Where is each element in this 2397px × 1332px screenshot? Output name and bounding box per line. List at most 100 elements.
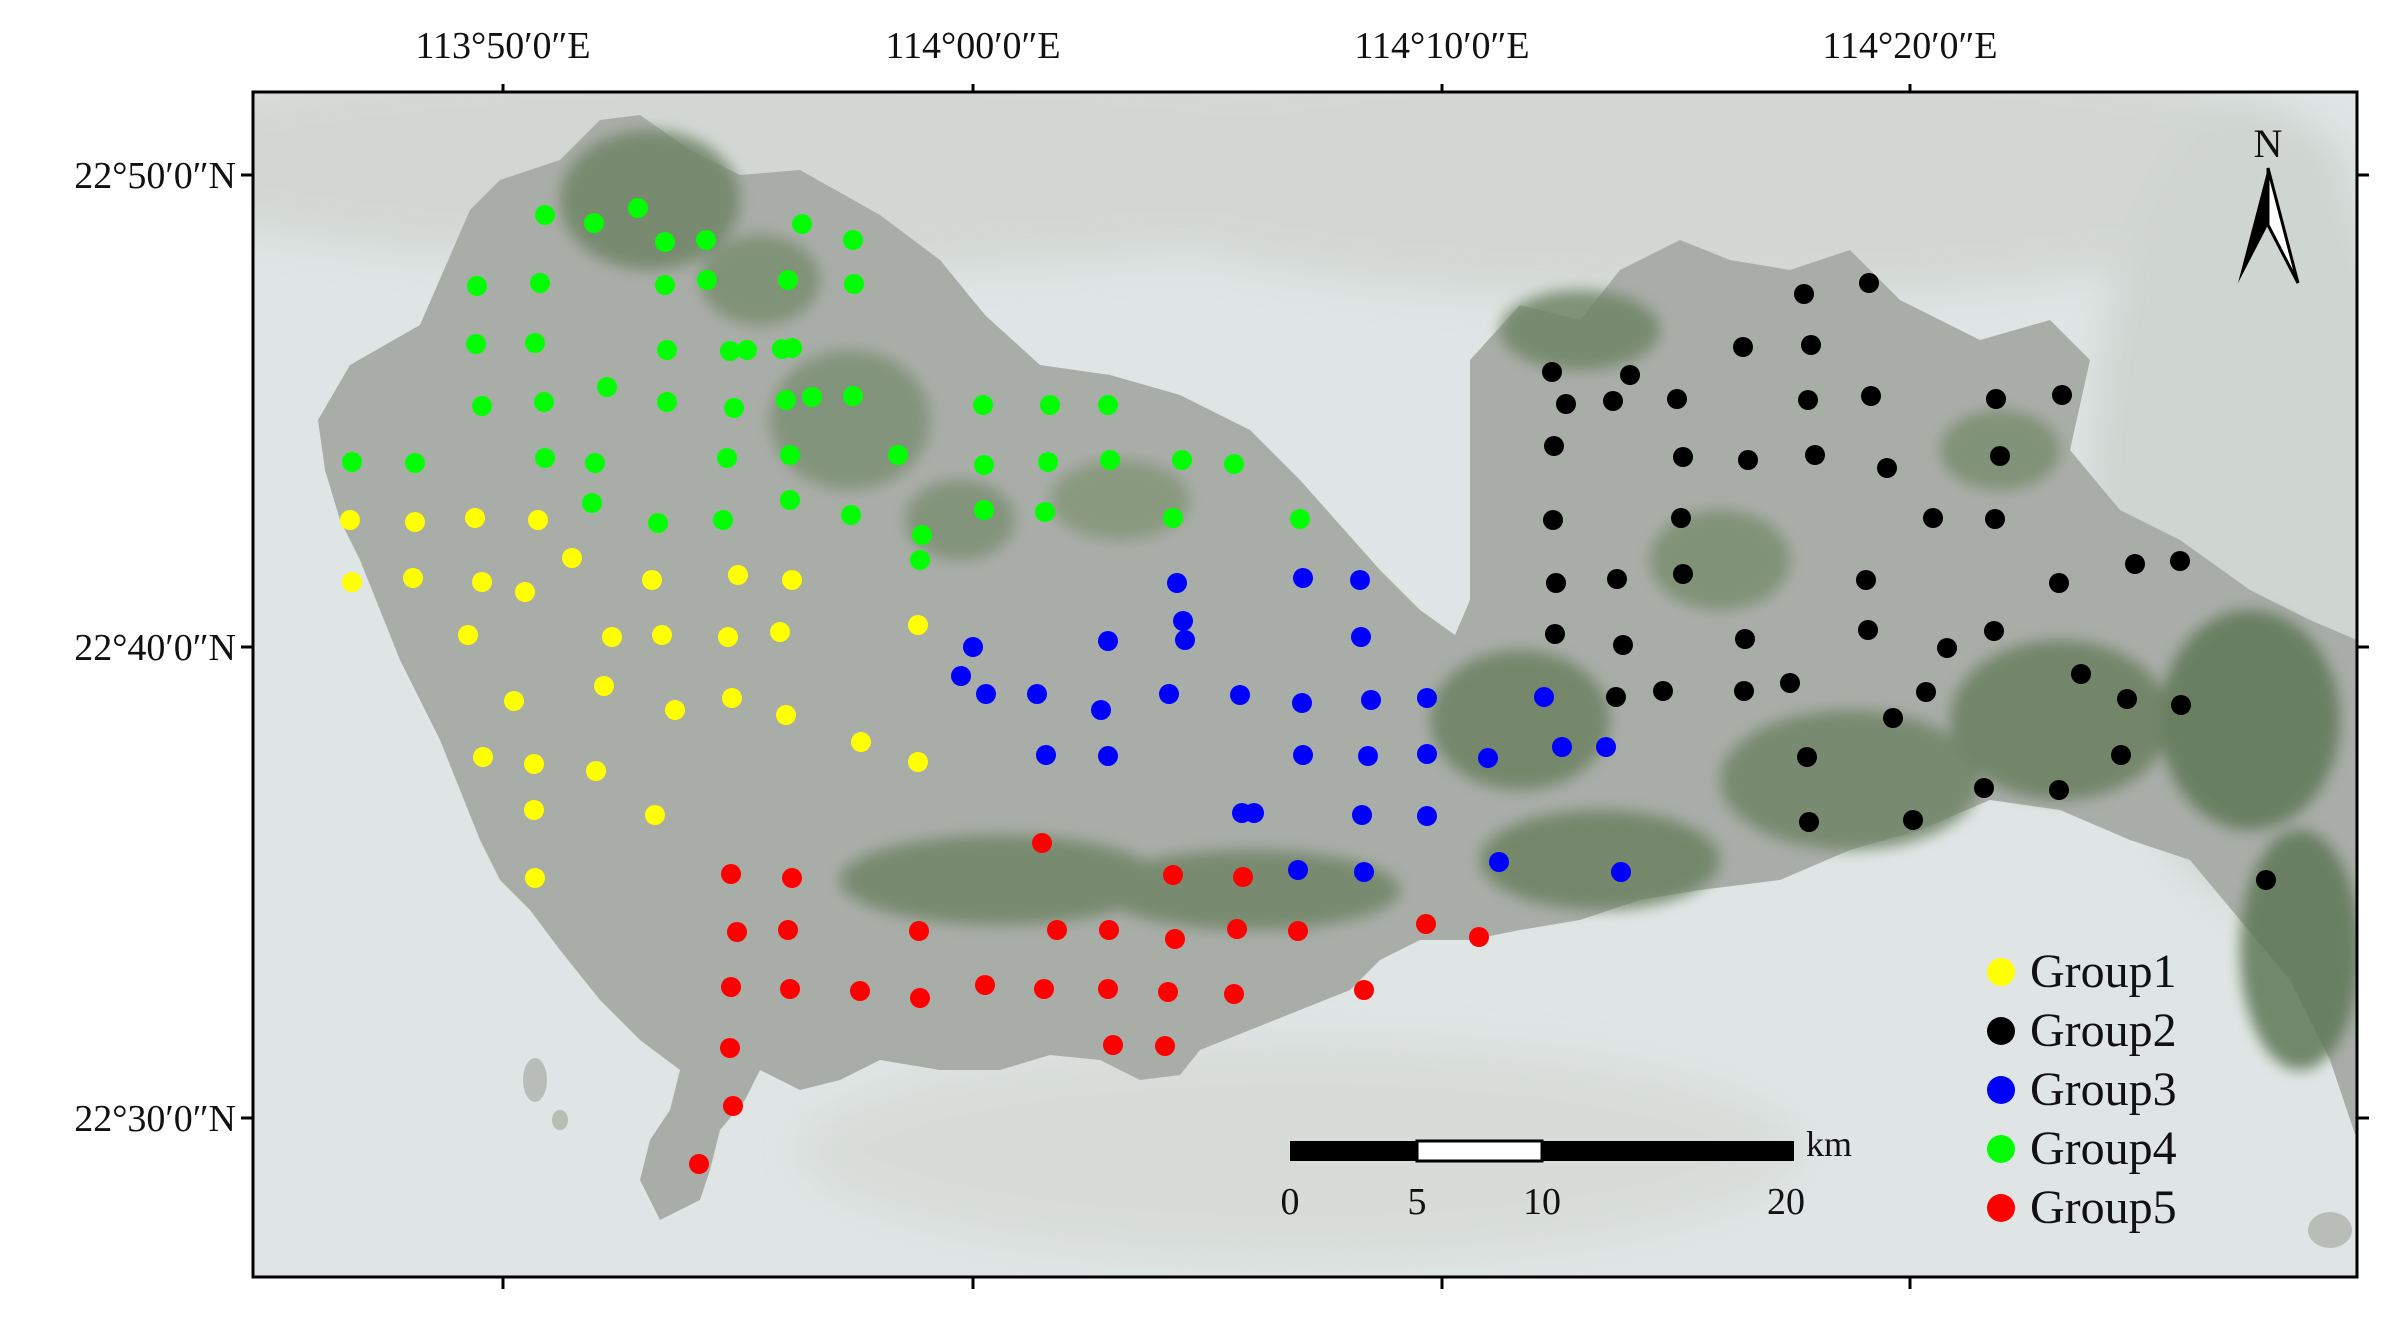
point-group3-25	[1552, 737, 1572, 757]
point-group3-26	[1596, 737, 1616, 757]
point-group2-48	[1903, 810, 1923, 830]
point-group4-30	[1040, 395, 1060, 415]
point-group3-9	[951, 666, 971, 686]
legend-label-group3: Group3	[2030, 1063, 2177, 1116]
point-group2-22	[1923, 508, 1943, 528]
point-group5-8	[909, 921, 929, 941]
legend: Group1 Group2 Group3 Group4 Group5	[1987, 945, 2177, 1234]
point-group4-41	[1100, 450, 1120, 470]
point-group5-20	[975, 975, 995, 995]
point-group4-19	[802, 387, 822, 407]
scale-tick-10: 10	[1523, 1181, 1561, 1223]
point-group2-7	[1859, 273, 1879, 293]
point-group3-24	[1478, 748, 1498, 768]
vegetation	[560, 130, 2357, 1070]
point-group1-21	[722, 688, 742, 708]
point-group2-44	[2117, 689, 2137, 709]
point-group4-36	[717, 448, 737, 468]
point-group4-35	[585, 453, 605, 473]
point-group2-14	[1603, 391, 1623, 411]
point-group1-12	[782, 570, 802, 590]
point-group1-16	[718, 627, 738, 647]
point-group5-11	[1165, 929, 1185, 949]
basemap	[253, 92, 2357, 1277]
point-group1-2	[405, 512, 425, 532]
point-group1-7	[472, 572, 492, 592]
point-group4-7	[843, 230, 863, 250]
point-group4-46	[713, 510, 733, 530]
point-group3-19	[1036, 745, 1056, 765]
point-group4-1	[535, 205, 555, 225]
point-group3-32	[1354, 862, 1374, 882]
point-group5-18	[850, 981, 870, 1001]
point-group4-11	[697, 270, 717, 290]
top-label-4: 114°20′0″E	[1822, 25, 1997, 67]
scale-seg-3	[1542, 1141, 1794, 1161]
point-group2-35	[1937, 638, 1957, 658]
point-group4-43	[1224, 454, 1244, 474]
top-label-1: 113°50′0″E	[415, 25, 590, 67]
legend-label-group4: Group4	[2030, 1122, 2177, 1175]
point-group2-41	[1883, 708, 1903, 728]
point-group2-24	[1546, 573, 1566, 593]
point-group5-21	[1034, 979, 1054, 999]
point-group5-4	[1163, 865, 1183, 885]
point-group1-23	[473, 747, 493, 767]
point-group5-6	[727, 922, 747, 942]
point-group2-5	[1733, 337, 1753, 357]
point-group2-52	[2256, 870, 2276, 890]
point-group3-2	[1350, 570, 1370, 590]
point-group4-34	[535, 448, 555, 468]
point-group4-8	[467, 276, 487, 296]
point-group1-18	[908, 615, 928, 635]
point-group3-5	[1351, 627, 1371, 647]
point-group1-22	[776, 705, 796, 725]
point-group1-14	[602, 627, 622, 647]
point-group1-11	[728, 565, 748, 585]
point-group3-16	[1361, 690, 1381, 710]
point-group2-13	[1544, 436, 1564, 456]
point-group5-9	[1047, 920, 1067, 940]
point-group2-1	[1542, 362, 1562, 382]
point-group3-6	[963, 637, 983, 657]
point-group4-17	[657, 392, 677, 412]
point-group2-8	[1801, 335, 1821, 355]
point-group2-37	[1606, 687, 1626, 707]
point-group4-32	[342, 452, 362, 472]
point-group1-10	[642, 570, 662, 590]
point-group4-14	[466, 334, 486, 354]
point-group3-3	[1173, 611, 1193, 631]
point-group2-11	[1986, 389, 2006, 409]
point-group4-44	[582, 493, 602, 513]
point-group2-3	[1620, 365, 1640, 385]
point-group2-33	[1735, 629, 1755, 649]
point-group5-27	[1155, 1036, 1175, 1056]
point-group3-21	[1293, 745, 1313, 765]
left-label-3: 22°30′0″N	[74, 1098, 236, 1140]
point-group5-22	[1098, 979, 1118, 999]
point-group4-37	[780, 445, 800, 465]
point-group1-9	[562, 548, 582, 568]
point-group4-18	[724, 398, 744, 418]
point-group1-24	[524, 754, 544, 774]
point-group4-33	[405, 453, 425, 473]
point-group5-1	[1032, 833, 1052, 853]
north-arrow: N	[2238, 121, 2300, 284]
point-group5-28	[720, 1038, 740, 1058]
point-group2-39	[1734, 681, 1754, 701]
point-group3-22	[1358, 746, 1378, 766]
point-group2-49	[1974, 778, 1994, 798]
point-group3-31	[1288, 860, 1308, 880]
point-group3-28	[1244, 803, 1264, 823]
point-group2-19	[1990, 446, 2010, 466]
point-group2-16	[1738, 450, 1758, 470]
point-group4-52	[1163, 508, 1183, 528]
top-axis: 113°50′0″E 114°00′0″E 114°10′0″E 114°20′…	[415, 25, 1998, 92]
point-group3-11	[1027, 684, 1047, 704]
point-group3-14	[1230, 685, 1250, 705]
scale-tick-0: 0	[1281, 1181, 1300, 1223]
north-arrow-right	[2266, 167, 2300, 284]
point-group2-25	[1607, 569, 1627, 589]
point-group5-25	[1354, 980, 1374, 1000]
point-group3-13	[1159, 684, 1179, 704]
